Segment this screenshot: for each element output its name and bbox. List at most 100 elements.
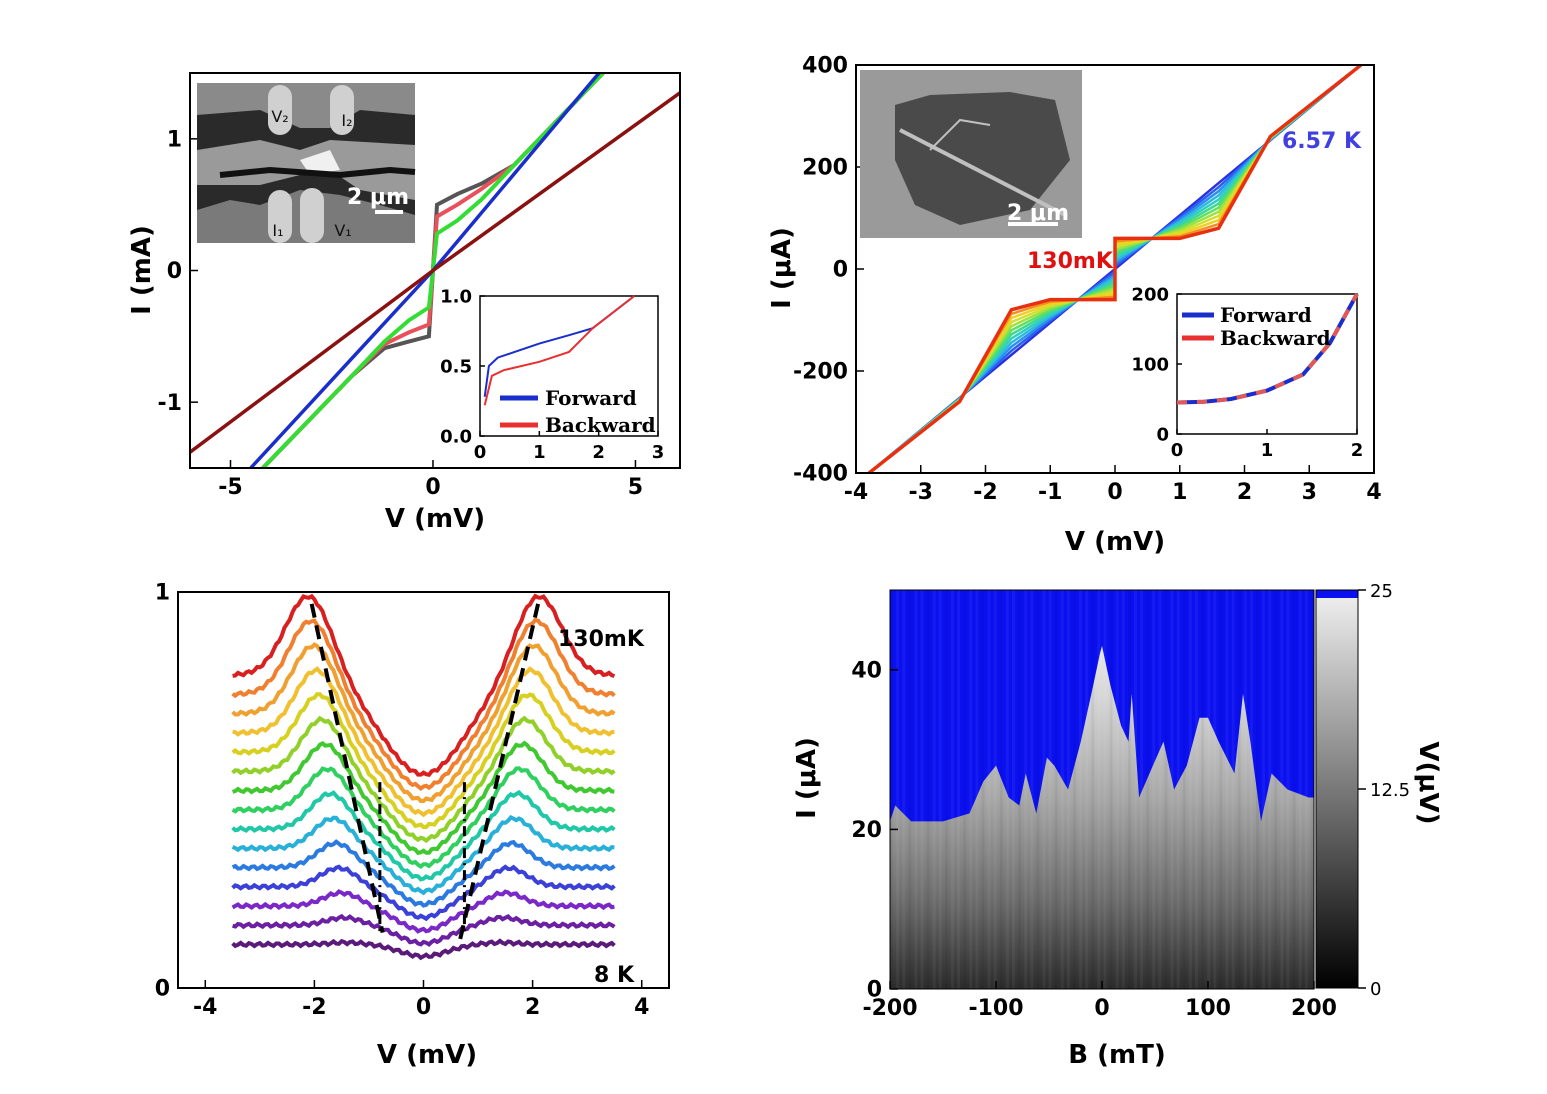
inset-y-axis-tick-label: 0: [1156, 424, 1169, 445]
heatmap-texture-stripe: [999, 590, 1003, 989]
heatmap-texture-stripe: [1262, 590, 1266, 989]
heatmap-texture-stripe: [1085, 590, 1089, 989]
inset-chart-forward-backward: 0 1 2 3 0.0 0.5 1.0 Forward Backward: [440, 286, 664, 463]
y-axis-tick-label: 400: [802, 54, 848, 79]
heatmap-texture-stripe: [1298, 590, 1302, 989]
heatmap-texture-stripe: [1249, 590, 1253, 989]
y-axis-tick-label: -400: [793, 462, 848, 487]
inset-y-axis-tick-label: 100: [1131, 354, 1169, 375]
electrode-label-v1: V₁: [334, 221, 351, 240]
inset-y-axis-tick-label: 1.0: [440, 286, 472, 307]
heatmap-texture-stripe: [957, 590, 961, 989]
heatmap-texture-stripe: [1097, 590, 1101, 989]
heatmap-texture-stripe: [993, 590, 997, 989]
dvdi-spectrum-curve: [232, 666, 615, 818]
colorbar-tick-label: 12.5: [1370, 780, 1410, 801]
heatmap-texture-stripe: [1231, 590, 1235, 989]
peak-trace-right: [457, 603, 541, 945]
inset-x-axis-tick-label: 3: [652, 442, 665, 463]
annotation-130mk: 130mK: [1027, 249, 1114, 274]
heatmap-texture-stripe: [1292, 590, 1296, 989]
heatmap-texture-stripe: [1256, 590, 1259, 989]
heatmap-texture-stripe: [969, 590, 973, 989]
sem-image-inset: 2 μm V₂ I₂ I₁ V₁: [197, 83, 416, 243]
panel-bottom-right-heatmap: -200 -100 0 100 200 0 20 40 B (mT) I (μA) 0 12.5…: [792, 581, 1443, 1070]
legend-forward: Forward: [545, 386, 637, 410]
heatmap-texture-stripe: [1237, 590, 1241, 989]
heatmap-texture-stripe: [908, 590, 912, 989]
heatmap-texture-stripe: [1304, 590, 1308, 989]
electrode-label-i1: I₁: [272, 221, 283, 240]
x-axis-tick-label: 4: [634, 995, 649, 1020]
inset-y-axis-tick-label: 0.0: [440, 426, 472, 447]
y-axis-tick-label: 0: [867, 978, 882, 1003]
legend: Forward Backward: [1182, 303, 1331, 350]
heatmap-texture-stripe: [1018, 590, 1022, 989]
inset-series-backward: [1176, 293, 1359, 405]
x-axis-tick-label: 1: [1172, 480, 1187, 505]
colorbar-tick-label: 25: [1370, 581, 1393, 602]
x-axis-tick-label: -1: [1038, 480, 1062, 505]
x-axis-tick-label: -100: [968, 996, 1023, 1021]
scale-bar-label: 2 μm: [347, 185, 409, 210]
x-axis-tick-label: -3: [909, 480, 933, 505]
dvdi-spectrum-curve: [231, 789, 616, 882]
heatmap-texture-stripe: [1170, 590, 1174, 989]
heatmap-texture-stripe: [987, 590, 991, 989]
heatmap-texture-stripe: [932, 590, 936, 989]
heatmap-texture-stripe: [920, 590, 924, 989]
y-axis-tick-label: 0: [833, 258, 848, 283]
heatmap-texture-stripe: [1073, 590, 1076, 989]
heatmap-resistive-region: [890, 645, 1314, 989]
inset-chart-forward-backward: 0 1 2 0 100 200 Forward Backward: [1131, 284, 1363, 461]
heatmap-texture-stripe: [1158, 590, 1162, 989]
heatmap-texture-stripe: [1005, 590, 1009, 989]
heatmap-texture-stripe: [1274, 590, 1278, 989]
inset-x-axis-tick-label: 1: [533, 442, 546, 463]
dvdi-spectrum-curve: [231, 814, 615, 896]
dvdi-spectrum-curve: [231, 740, 615, 856]
y-axis-tick-label: 20: [851, 818, 882, 843]
annotation-8k: 8 K: [594, 963, 635, 988]
heatmap-texture-stripe: [1012, 590, 1015, 989]
inset-x-axis-tick-label: 2: [1351, 440, 1364, 461]
electrode-label-v2: V₂: [271, 107, 288, 126]
inset-y-axis-tick-label: 0.5: [440, 356, 472, 377]
y-axis-label: I (μA): [792, 737, 822, 819]
dvdi-spectrum-curve: [231, 889, 615, 934]
dvdi-spectrum-curve: [231, 715, 616, 844]
dvdi-spectrum-curve: [231, 642, 616, 803]
heatmap-texture-stripe: [1243, 590, 1247, 989]
heatmap-texture-stripe: [963, 590, 967, 989]
dvdi-spectrum-curve: [231, 938, 616, 961]
heatmap-texture-stripe: [1103, 590, 1107, 989]
y-axis-tick-label: -1: [158, 391, 182, 416]
dvdi-spectrum-curve: [231, 864, 616, 922]
heatmap-texture-stripe: [1225, 590, 1229, 989]
colorbar-tick-label: 0: [1370, 979, 1381, 1000]
heatmap-texture-stripe: [944, 590, 948, 989]
heatmap-texture-stripe: [1207, 590, 1211, 989]
heatmap: [890, 590, 1314, 989]
y-axis-tick-label: 0: [167, 259, 182, 284]
heatmap-texture-stripe: [1201, 590, 1205, 989]
dvdi-spectrum-curve: [232, 593, 616, 778]
x-axis-tick-label: 2: [525, 995, 540, 1020]
heatmap-texture-stripe: [1286, 590, 1290, 989]
colorbar-label: V(μV): [1413, 741, 1443, 824]
heatmap-texture-stripe: [1134, 590, 1137, 989]
peak-trace-left: [309, 603, 385, 933]
heatmap-texture-stripe: [1268, 590, 1272, 989]
heatmap-texture-stripe: [1060, 590, 1064, 989]
heatmap-texture-stripe: [1121, 590, 1125, 989]
heatmap-texture-stripe: [1030, 590, 1034, 989]
y-axis-tick-label: -200: [793, 360, 848, 385]
heatmap-texture-stripe: [1195, 590, 1198, 989]
heatmap-texture-stripe: [1066, 590, 1070, 989]
x-axis-tick-label: 100: [1185, 996, 1231, 1021]
scale-bar-label: 2 μm: [1007, 201, 1069, 226]
heatmap-texture-stripe: [1213, 590, 1217, 989]
electrode-label-i2: I₂: [341, 111, 352, 130]
